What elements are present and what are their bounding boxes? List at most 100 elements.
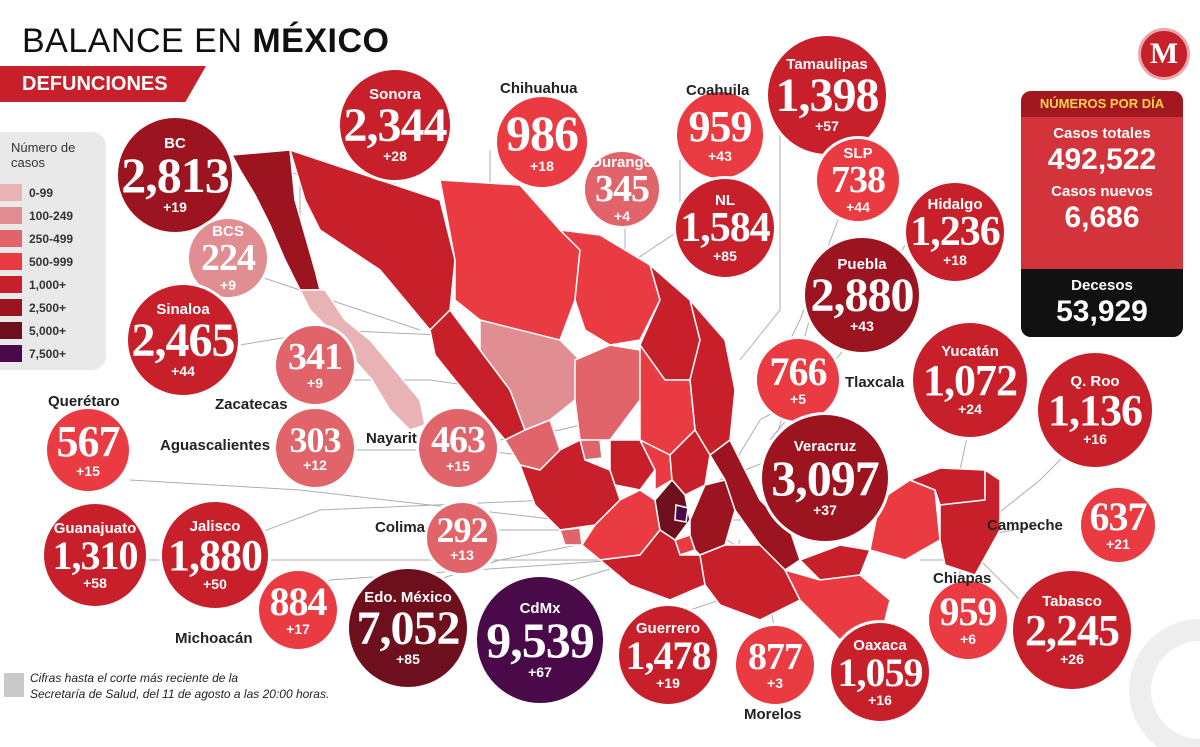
legend-item: 1,000+ xyxy=(0,276,66,293)
state-deaths: 224 xyxy=(201,237,256,280)
legend-label: 5,000+ xyxy=(29,323,67,338)
state-bubble: 959 +6 xyxy=(926,578,1010,662)
footnote-line-2: Secretaría de Salud, del 11 de agosto a … xyxy=(30,687,330,701)
state-name: Nayarit xyxy=(366,430,417,447)
state-deaths: 2,813 xyxy=(121,146,229,203)
decorative-watermark xyxy=(1129,619,1200,747)
milenio-logo: M xyxy=(1138,28,1190,80)
new-cases-value: 6,686 xyxy=(1064,201,1140,234)
state-bubble: 463 +15 xyxy=(416,406,500,490)
stats-header: NÚMEROS POR DÍA xyxy=(1021,91,1183,117)
state-deaths: 637 xyxy=(1089,494,1148,539)
legend-label: 250-499 xyxy=(29,231,74,246)
daily-stats-panel: NÚMEROS POR DÍA Casos totales 492,522 Ca… xyxy=(1021,91,1183,337)
state-name: Sonora xyxy=(369,85,421,103)
legend-label: 500-999 xyxy=(29,254,74,269)
legend-label: 1,000+ xyxy=(29,277,67,292)
title-part-1: BALANCE EN xyxy=(22,22,253,60)
legend-swatch xyxy=(0,230,22,247)
state-bubble: CdMx 9,539 +67 xyxy=(474,574,606,706)
state-name: NL xyxy=(715,191,735,209)
state-name: Aguascalientes xyxy=(160,437,271,454)
state-bubble: 341 +9 xyxy=(273,323,357,407)
state-bubble: 986 +18 xyxy=(494,94,590,190)
state-new-deaths: +16 xyxy=(1083,431,1107,448)
state-bubble: 877 +3 xyxy=(733,623,817,707)
legend-label: 7,500+ xyxy=(29,346,67,361)
state-deaths: 567 xyxy=(56,417,121,467)
state-bubble: Oaxaca 1,059 +16 xyxy=(828,620,932,724)
state-name: Yucatán xyxy=(941,342,999,360)
state-name: Tlaxcala xyxy=(845,374,905,391)
state-name: Q. Roo xyxy=(1070,372,1120,390)
quintana-roo xyxy=(939,468,1001,576)
state-deaths: 1,310 xyxy=(52,532,139,578)
state-new-deaths: +5 xyxy=(790,391,806,407)
state-new-deaths: +19 xyxy=(656,674,680,691)
section-subtitle: DEFUNCIONES xyxy=(0,66,206,102)
legend-label: 0-99 xyxy=(29,185,54,200)
state-deaths: 877 xyxy=(748,635,803,678)
sonora xyxy=(288,148,456,332)
state-new-deaths: +58 xyxy=(83,574,107,591)
state-deaths: 2,344 xyxy=(343,98,448,152)
state-name: Hidalgo xyxy=(927,195,983,213)
legend-swatch xyxy=(0,299,22,316)
state-bubble: Puebla 2,880 +43 xyxy=(802,235,922,355)
state-bubble: Q. Roo 1,136 +16 xyxy=(1035,350,1155,470)
chihuahua xyxy=(439,179,581,341)
state-deaths: 2,880 xyxy=(810,268,915,322)
state-new-deaths: +67 xyxy=(528,664,552,681)
state-new-deaths: +24 xyxy=(958,401,982,418)
state-new-deaths: +13 xyxy=(450,547,474,564)
state-name: Edo. México xyxy=(364,588,452,606)
legend-item: 100-249 xyxy=(0,207,73,224)
state-deaths: 292 xyxy=(436,509,489,550)
state-name: BC xyxy=(164,134,186,152)
state-new-deaths: +44 xyxy=(171,363,195,380)
deaths-panel: Decesos 53,929 xyxy=(1021,269,1183,337)
state-deaths: 345 xyxy=(595,168,650,211)
state-name: Chiapas xyxy=(933,570,992,587)
state-bubble: NL 1,584 +85 xyxy=(673,176,777,280)
total-cases-label: Casos totales xyxy=(1053,125,1151,142)
state-name: Zacatecas xyxy=(215,396,288,413)
state-new-deaths: +16 xyxy=(868,691,892,708)
footnote-line-1: Cifras hasta el corte más reciente de la xyxy=(30,671,239,685)
state-bubble: 884 +17 xyxy=(256,568,340,652)
state-bubble: 766 +5 xyxy=(754,336,842,424)
coahuila xyxy=(557,228,661,346)
state-name: Campeche xyxy=(987,517,1063,534)
state-name: Querétaro xyxy=(48,393,120,410)
state-name: Tabasco xyxy=(1042,592,1102,610)
state-bubble: 959 +43 xyxy=(674,89,766,181)
state-new-deaths: +18 xyxy=(943,252,967,269)
state-new-deaths: +6 xyxy=(960,631,976,647)
state-name: Chihuahua xyxy=(500,80,578,97)
state-new-deaths: +28 xyxy=(383,148,407,165)
state-new-deaths: +15 xyxy=(76,462,100,479)
state-bubble: Sinaloa 2,465 +44 xyxy=(125,282,241,398)
state-name: Tamaulipas xyxy=(786,55,868,73)
footnote: Cifras hasta el corte más reciente de la… xyxy=(30,670,329,702)
state-deaths: 1,584 xyxy=(680,204,770,251)
legend: Número de casos 0-99 100-249 250-499 500-99… xyxy=(0,132,106,370)
state-new-deaths: +26 xyxy=(1060,651,1084,668)
state-bubble: BC 2,813 +19 xyxy=(115,115,235,235)
legend-swatch xyxy=(0,207,22,224)
legend-swatch xyxy=(0,184,22,201)
state-new-deaths: +21 xyxy=(1106,536,1130,552)
colima xyxy=(558,527,583,546)
state-name: Veracruz xyxy=(793,437,857,455)
legend-item: 250-499 xyxy=(0,230,73,247)
state-new-deaths: +37 xyxy=(813,502,837,519)
state-bubble: Yucatán 1,072 +24 xyxy=(910,320,1030,440)
legend-item: 0-99 xyxy=(0,184,53,201)
state-deaths: 2,245 xyxy=(1025,605,1120,655)
state-deaths: 2,465 xyxy=(131,313,236,367)
state-new-deaths: +43 xyxy=(708,147,732,164)
total-cases-row: Casos totales 492,522 xyxy=(1021,125,1183,177)
state-new-deaths: +19 xyxy=(163,199,187,216)
state-deaths: 986 xyxy=(506,105,579,162)
